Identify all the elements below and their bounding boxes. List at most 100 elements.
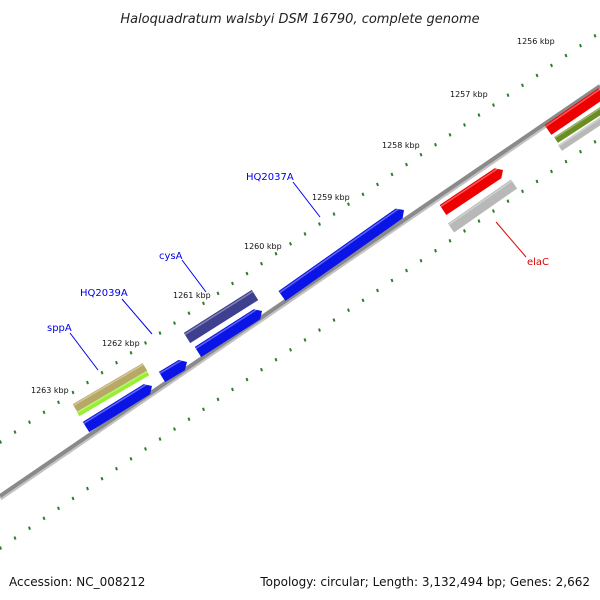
lower-tick xyxy=(71,496,75,501)
upper-tick xyxy=(419,152,423,157)
gene-label-elac[interactable]: elaC xyxy=(527,257,549,268)
lower-tick xyxy=(376,288,379,293)
lower-tick xyxy=(506,199,510,204)
lower-tick xyxy=(448,239,452,243)
upper-tick xyxy=(550,63,553,68)
upper-tick xyxy=(129,351,133,355)
lower-tick xyxy=(86,486,89,491)
tick-label-1258: 1258 kbp xyxy=(382,141,420,150)
lower-tick xyxy=(129,457,133,461)
genome-backbone xyxy=(0,84,600,498)
gene-label-cysa[interactable]: cysA xyxy=(159,251,183,262)
gene-sppa-tan[interactable] xyxy=(72,363,148,412)
gene-cysa[interactable] xyxy=(183,289,259,344)
lower-tick xyxy=(289,348,292,352)
upper-tick xyxy=(477,113,481,117)
upper-tick xyxy=(506,93,510,98)
gene-olive-edge-highlight xyxy=(554,107,600,139)
upper-tick xyxy=(231,281,234,286)
lower-tick xyxy=(492,209,495,213)
upper-tick xyxy=(173,321,176,325)
lower-tick xyxy=(100,476,104,481)
lower-tick xyxy=(434,248,437,253)
gene-sppa-lime[interactable] xyxy=(76,370,150,417)
gene-gray-1[interactable] xyxy=(447,179,518,233)
lower-tick xyxy=(187,417,191,422)
lower-tick xyxy=(332,318,336,322)
tick-marks xyxy=(0,33,597,550)
gene-label-hq2039a[interactable]: HQ2039A xyxy=(80,288,128,299)
lower-tick xyxy=(521,189,524,194)
tick-label-1263: 1263 kbp xyxy=(31,386,69,395)
upper-tick xyxy=(347,202,350,207)
lower-tick xyxy=(303,338,307,342)
upper-tick xyxy=(390,172,394,177)
callout-sppa xyxy=(69,332,99,371)
upper-tick xyxy=(28,420,31,424)
gene-olive-edge[interactable] xyxy=(554,107,600,143)
callout-cysa xyxy=(181,259,207,293)
gene-elac[interactable] xyxy=(439,168,503,215)
lower-tick xyxy=(390,278,394,283)
upper-tick xyxy=(202,301,205,306)
gene-sppa-block[interactable] xyxy=(82,384,152,433)
upper-tick xyxy=(144,341,147,345)
upper-tick xyxy=(434,142,437,147)
gene-sppa-tan-highlight xyxy=(73,363,144,406)
genome-summary-text: Topology: circular; Length: 3,132,494 bp… xyxy=(259,575,590,589)
upper-tick xyxy=(405,162,408,167)
gene-small-blue-highlight xyxy=(159,357,186,375)
upper-tick xyxy=(535,73,539,78)
gene-sppa-block-highlight xyxy=(83,381,151,425)
lower-tick xyxy=(13,536,17,540)
upper-tick xyxy=(216,291,220,296)
upper-tick xyxy=(71,390,75,395)
gene-gray-edge[interactable] xyxy=(558,117,600,151)
lower-tick xyxy=(144,447,147,451)
lower-tick xyxy=(0,546,2,550)
lower-tick xyxy=(115,466,118,471)
lower-tick xyxy=(245,377,249,382)
lower-tick xyxy=(477,219,481,223)
lower-tick xyxy=(593,139,597,144)
lower-tick xyxy=(202,407,205,412)
tick-label-1262: 1262 kbp xyxy=(102,339,140,348)
upper-tick xyxy=(0,440,2,444)
gene-hq2039a-block-highlight xyxy=(195,306,261,350)
tick-label-1257: 1257 kbp xyxy=(450,90,488,99)
upper-tick xyxy=(245,271,249,276)
lower-tick xyxy=(463,229,466,233)
callout-hq2039a xyxy=(121,298,153,335)
gene-red-edge[interactable] xyxy=(544,88,600,135)
upper-tick xyxy=(463,123,466,127)
lower-tick xyxy=(158,437,162,441)
lower-tick xyxy=(535,179,539,184)
tick-label-1260: 1260 kbp xyxy=(244,242,282,251)
gene-hq2039a-block[interactable] xyxy=(194,309,262,358)
lower-tick xyxy=(274,357,278,362)
gene-hq2037a[interactable] xyxy=(278,208,405,301)
lower-tick xyxy=(216,397,220,402)
upper-tick xyxy=(13,430,17,434)
upper-tick xyxy=(376,182,379,187)
tick-label-1259: 1259 kbp xyxy=(312,193,350,202)
upper-tick xyxy=(260,261,263,266)
gene-label-sppa[interactable]: sppA xyxy=(47,323,72,334)
lower-tick xyxy=(42,516,46,521)
lower-tick xyxy=(550,169,553,174)
gene-gray-1-highlight xyxy=(448,180,513,226)
gene-gray-edge-highlight xyxy=(558,117,600,147)
gene-label-hq2037a[interactable]: HQ2037A xyxy=(246,172,294,183)
lower-tick xyxy=(419,258,423,263)
upper-tick xyxy=(274,251,278,256)
gene-small-blue[interactable] xyxy=(158,359,187,383)
callout-elac xyxy=(495,221,527,258)
upper-tick xyxy=(361,192,365,197)
lower-tick xyxy=(405,268,408,273)
gene-cysa-highlight xyxy=(184,290,254,336)
map-title: Haloquadratum walsbyi DSM 16790, complet… xyxy=(120,12,479,27)
upper-tick xyxy=(318,222,321,226)
tick-label-1256: 1256 kbp xyxy=(517,37,555,46)
lower-tick xyxy=(347,308,350,313)
